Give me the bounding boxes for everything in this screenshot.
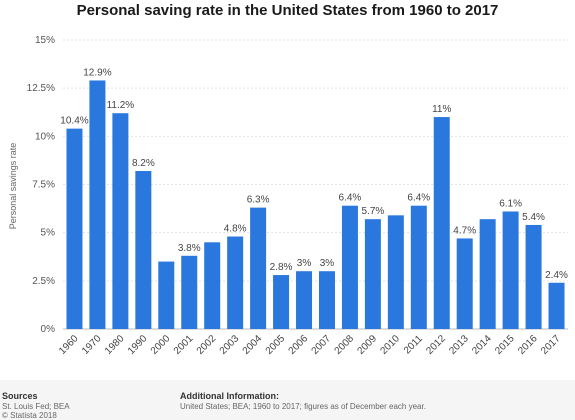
- x-tick-label: 2005: [264, 333, 288, 357]
- x-tick-label: 2014: [470, 333, 494, 357]
- bar-1990[interactable]: [135, 171, 152, 329]
- x-tick-label: 2011: [402, 333, 425, 356]
- y-tick-label: 2.5%: [32, 276, 55, 287]
- bar-2013[interactable]: [456, 238, 473, 329]
- y-tick-label: 12.5%: [27, 83, 55, 94]
- bar-1980[interactable]: [112, 113, 129, 329]
- bar-2009[interactable]: [364, 219, 381, 329]
- x-tick-label: 2003: [218, 333, 242, 357]
- x-tick-label: 2016: [516, 333, 540, 357]
- x-tick-label: 1960: [57, 333, 81, 357]
- x-tick-label: 2010: [378, 333, 402, 357]
- x-tick-label: 2007: [310, 333, 334, 357]
- x-tick-label: 2002: [195, 333, 219, 357]
- bar-2007[interactable]: [318, 271, 335, 329]
- bar-2003[interactable]: [227, 236, 244, 329]
- x-tick-label: 2000: [149, 333, 173, 357]
- data-label: 3%: [320, 258, 335, 269]
- x-tick-label: 2017: [539, 333, 563, 357]
- x-tick-label: 1980: [103, 333, 127, 357]
- bar-2005[interactable]: [273, 275, 290, 329]
- data-label: 2.8%: [270, 262, 293, 273]
- bars: [66, 80, 565, 330]
- bar-1970[interactable]: [89, 80, 106, 330]
- data-label: 2.4%: [545, 270, 568, 281]
- x-tick-label: 2004: [241, 333, 265, 357]
- bar-chart: 0% 2.5% 5% 7.5% 10% 12.5% 15% 10.4% 12.9% 11.2% 8…: [8, 35, 568, 357]
- x-tick-label: 2006: [287, 333, 311, 357]
- data-label: 3.8%: [178, 243, 201, 254]
- x-tick-label: 2008: [333, 333, 357, 357]
- x-tick-label: 1970: [80, 333, 104, 357]
- x-tick-label: 2013: [447, 333, 471, 357]
- y-axis-ticks: 0% 2.5% 5% 7.5% 10% 12.5% 15%: [27, 35, 55, 335]
- bar-2016[interactable]: [525, 224, 542, 329]
- additional-info-text: United States; BEA; 1960 to 2017; figure…: [180, 402, 426, 411]
- bar-2014[interactable]: [479, 219, 496, 329]
- data-label: 6.4%: [407, 193, 430, 204]
- chart-title: Personal saving rate in the United State…: [76, 2, 499, 19]
- data-label: 10.4%: [60, 116, 88, 127]
- source-line: St. Louis Fed; BEA: [2, 402, 70, 411]
- data-label: 5.7%: [361, 206, 384, 217]
- bar-2017[interactable]: [548, 282, 565, 329]
- data-label: 5.4%: [522, 212, 545, 223]
- data-label: 6.1%: [499, 198, 522, 209]
- data-label: 3%: [297, 258, 312, 269]
- footer: Sources St. Louis Fed; BEA © Statista 20…: [0, 380, 575, 420]
- bar-2010[interactable]: [387, 215, 404, 329]
- x-tick-label: 1990: [126, 333, 150, 357]
- bar-2006[interactable]: [296, 271, 313, 329]
- data-label: 11.2%: [107, 100, 135, 111]
- x-tick-label: 2001: [172, 333, 196, 357]
- bar-2011[interactable]: [410, 205, 427, 329]
- bar-2015[interactable]: [502, 211, 519, 329]
- x-tick-label: 2015: [493, 333, 517, 357]
- data-label: 4.7%: [453, 225, 476, 236]
- data-label: 6.3%: [247, 195, 270, 206]
- data-label: 4.8%: [224, 224, 247, 235]
- x-axis-ticks: 1960 1970 1980 1990 2000 2001 2002 2003 2004 2005…: [57, 333, 563, 357]
- bar-2004[interactable]: [250, 207, 267, 329]
- bar-2000[interactable]: [158, 261, 175, 329]
- bar-2001[interactable]: [181, 255, 198, 329]
- data-label: 8.2%: [132, 158, 155, 169]
- y-axis-label: Personal savings rate: [8, 143, 18, 230]
- y-tick-label: 5%: [41, 228, 56, 239]
- bar-2002[interactable]: [204, 242, 221, 329]
- bar-2012[interactable]: [433, 117, 450, 329]
- y-tick-label: 15%: [35, 35, 55, 46]
- bar-2008[interactable]: [341, 205, 358, 329]
- additional-info-title: Additional Information:: [180, 391, 279, 401]
- data-labels: 10.4% 12.9% 11.2% 8.2% 3.8% 4.8% 6.3% 2.8% 3% 3% 6…: [60, 67, 568, 280]
- bar-1960[interactable]: [66, 128, 83, 329]
- y-tick-label: 0%: [41, 324, 56, 335]
- data-label: 12.9%: [83, 67, 111, 78]
- sources-title: Sources: [2, 391, 38, 401]
- x-tick-label: 2009: [355, 333, 379, 357]
- y-tick-label: 10%: [35, 131, 55, 142]
- data-label: 11%: [432, 104, 451, 115]
- x-tick-label: 2012: [424, 333, 448, 357]
- y-tick-label: 7.5%: [32, 180, 55, 191]
- data-label: 6.4%: [339, 193, 362, 204]
- copyright-line: © Statista 2018: [2, 411, 57, 420]
